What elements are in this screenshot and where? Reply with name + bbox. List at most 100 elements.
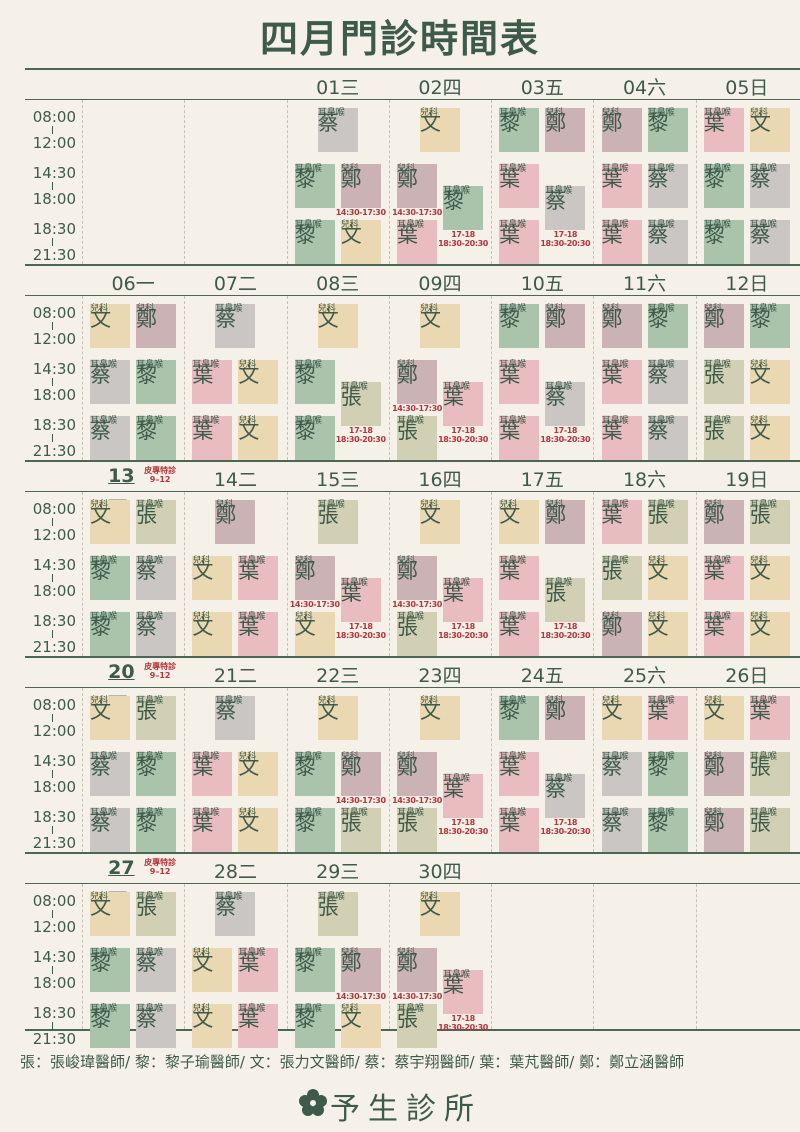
department: 耳鼻喉: [294, 948, 322, 958]
doctor-name: 黎: [294, 223, 316, 247]
doctor-name: 鄭: [340, 755, 362, 779]
time-start: 08:00: [32, 304, 76, 322]
doctor-name: 葉: [749, 699, 771, 723]
day-label: 18六: [622, 469, 667, 491]
department: 耳鼻喉: [192, 416, 220, 426]
doctor-name: 黎: [294, 951, 316, 975]
day-note: 皮專特診: [144, 466, 177, 475]
department: 兒科: [397, 948, 416, 958]
doctor-box: 文兒科: [340, 1004, 381, 1048]
time-dash: [52, 574, 53, 582]
department: 兒科: [238, 360, 257, 370]
department: 耳鼻喉: [443, 578, 471, 588]
doctor-box: 葉耳鼻喉: [192, 752, 233, 796]
doctor-name: 蔡: [136, 615, 158, 639]
doctor-box: 黎耳鼻喉: [90, 612, 131, 656]
department: 兒科: [192, 612, 211, 622]
doctor-name: 文: [90, 699, 112, 723]
doctor-box: 黎耳鼻喉: [294, 1004, 335, 1048]
doctor-box: 蔡耳鼻喉: [647, 220, 688, 264]
time-end: 12:00: [32, 918, 76, 936]
doctor-box: 蔡耳鼻喉: [601, 808, 642, 852]
column-line: [286, 492, 288, 656]
doctor-box: 鄭兒科: [545, 304, 586, 348]
doctor-box: 張耳鼻喉: [136, 500, 177, 544]
department: 兒科: [340, 948, 359, 958]
department: 兒科: [703, 696, 722, 706]
department: 兒科: [317, 696, 336, 706]
department: 耳鼻喉: [499, 808, 527, 818]
column-line: [388, 492, 390, 656]
doctor-box: 鄭兒科: [397, 752, 437, 796]
doctor-name: 鄭: [545, 307, 567, 331]
column-line: [695, 688, 697, 852]
department: 耳鼻喉: [90, 416, 118, 426]
doctor-box: 蔡耳鼻喉: [90, 360, 131, 404]
department: 耳鼻喉: [601, 220, 629, 230]
day-note: 9–12: [149, 475, 171, 484]
doctor-box: 黎耳鼻喉: [294, 808, 335, 852]
hours-note: 18:30-20:30: [540, 239, 591, 248]
time-end: 18:00: [32, 778, 76, 796]
doctor-name: 文: [749, 111, 771, 135]
doctor-name: 葉: [443, 777, 464, 801]
department: 耳鼻喉: [647, 500, 675, 510]
department: 耳鼻喉: [397, 220, 425, 230]
department: 兒科: [238, 416, 257, 426]
doctor-name: 蔡: [90, 755, 112, 779]
department: 兒科: [545, 500, 564, 510]
hours-note: 14:30-17:30: [392, 208, 442, 217]
department: 耳鼻喉: [499, 696, 527, 706]
doctor-box: 黎耳鼻喉: [136, 360, 177, 404]
doctor-name: 鄭: [294, 559, 316, 583]
doctor-name: 黎: [294, 811, 316, 835]
time-end: 21:30: [32, 638, 76, 656]
department: 耳鼻喉: [317, 892, 345, 902]
doctor-name: 文: [192, 951, 214, 975]
department: 耳鼻喉: [397, 416, 425, 426]
doctor-box: 張耳鼻喉: [397, 416, 437, 460]
department: 耳鼻喉: [601, 808, 629, 818]
doctor-box: 葉耳鼻喉: [499, 752, 540, 796]
doctor-name: 張: [340, 385, 362, 409]
doctor-name: 文: [192, 615, 214, 639]
doctor-box: 蔡耳鼻喉: [215, 892, 256, 936]
week-line: [25, 264, 800, 266]
department: 耳鼻喉: [443, 970, 471, 980]
doctor-name: 葉: [192, 419, 214, 443]
hours-note: 18:30-20:30: [438, 631, 488, 640]
doctor-name: 葉: [192, 811, 214, 835]
doctor-name: 葉: [601, 223, 623, 247]
column-line: [388, 884, 390, 1029]
doctor-name: 葉: [703, 615, 725, 639]
doctor-box: 鄭兒科: [703, 304, 744, 348]
column-line: [695, 884, 697, 1029]
time-dash: [52, 770, 53, 778]
doctor-box: 葉耳鼻喉: [340, 578, 381, 622]
doctor-box: 文兒科: [238, 808, 279, 852]
day-note: 9–12: [149, 671, 171, 680]
time-end: 21:30: [32, 834, 76, 852]
department: 兒科: [397, 556, 416, 566]
doctor-box: 鄭兒科: [397, 948, 437, 992]
department: 耳鼻喉: [136, 360, 164, 370]
doctor-name: 葉: [499, 559, 521, 583]
doctor-name: 文: [90, 503, 112, 527]
doctor-box: 蔡耳鼻喉: [749, 220, 790, 264]
hours-note: 18:30-20:30: [335, 631, 386, 640]
hours-note: 17-18: [348, 622, 373, 631]
column-line: [491, 492, 493, 656]
doctor-name: 文: [192, 1007, 214, 1031]
doctor-name: 文: [601, 699, 623, 723]
column-line: [184, 492, 186, 656]
department: 耳鼻喉: [136, 416, 164, 426]
department: 兒科: [192, 556, 211, 566]
doctor-box: 張耳鼻喉: [647, 500, 688, 544]
doctor-name: 張: [136, 895, 158, 919]
day-label: 01三: [316, 77, 360, 99]
time-start: 18:30: [32, 416, 76, 434]
doctor-box: 張耳鼻喉: [601, 556, 642, 600]
doctor-name: 蔡: [647, 419, 669, 443]
department: 兒科: [397, 752, 416, 762]
doctor-box: 文兒科: [192, 612, 233, 656]
